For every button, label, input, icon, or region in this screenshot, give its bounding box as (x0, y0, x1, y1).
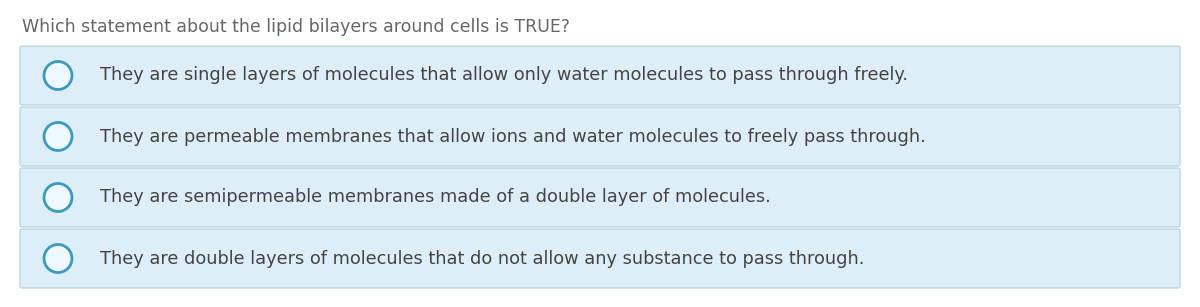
Ellipse shape (44, 122, 72, 150)
Ellipse shape (44, 61, 72, 90)
Text: They are semipermeable membranes made of a double layer of molecules.: They are semipermeable membranes made of… (100, 188, 770, 207)
Text: They are single layers of molecules that allow only water molecules to pass thro: They are single layers of molecules that… (100, 67, 908, 84)
Text: They are permeable membranes that allow ions and water molecules to freely pass : They are permeable membranes that allow … (100, 127, 925, 146)
FancyBboxPatch shape (20, 107, 1180, 166)
Ellipse shape (44, 184, 72, 212)
Text: Which statement about the lipid bilayers around cells is TRUE?: Which statement about the lipid bilayers… (22, 18, 570, 36)
FancyBboxPatch shape (20, 229, 1180, 288)
FancyBboxPatch shape (20, 46, 1180, 105)
Ellipse shape (44, 244, 72, 273)
Text: They are double layers of molecules that do not allow any substance to pass thro: They are double layers of molecules that… (100, 250, 864, 267)
FancyBboxPatch shape (20, 168, 1180, 227)
